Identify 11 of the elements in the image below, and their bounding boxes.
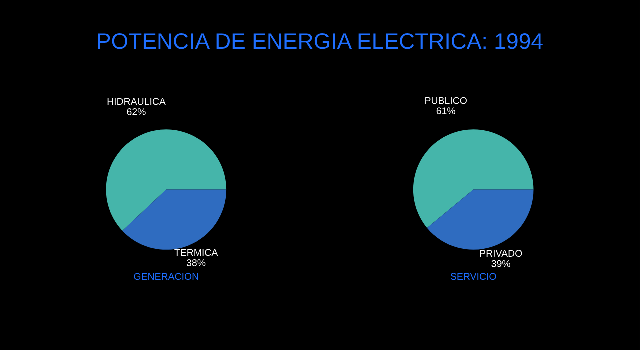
slice-label: PRIVADO xyxy=(480,250,522,258)
slice-label: HIDRAULICA xyxy=(108,98,166,106)
slice-label: PUBLICO xyxy=(426,97,467,104)
data-label: 39% xyxy=(492,260,510,268)
data-label: 62% xyxy=(127,108,146,116)
slice-label: TERMICA xyxy=(174,249,218,256)
text: SERVICIO xyxy=(450,273,496,280)
text: POTENCIA DE ENERGIA ELECTRICA: 1994 xyxy=(98,33,543,50)
data-label: 38% xyxy=(186,260,206,266)
data-label: 61% xyxy=(436,108,456,114)
text: GENERACION xyxy=(134,273,198,280)
